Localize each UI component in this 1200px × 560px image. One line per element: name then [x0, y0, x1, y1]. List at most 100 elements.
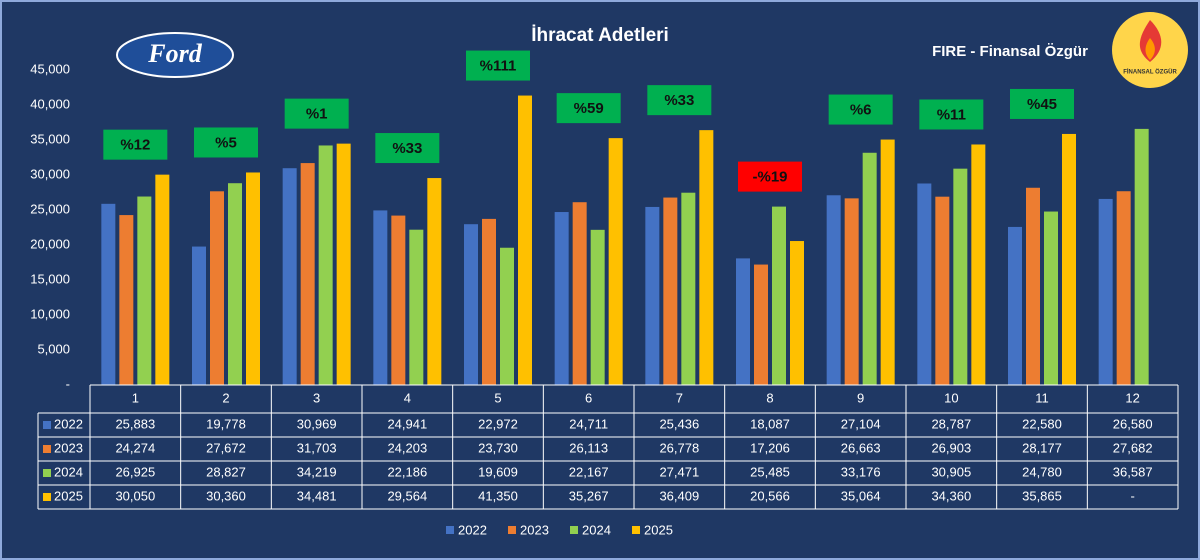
table-cell: 24,941: [387, 416, 427, 431]
table-cell: 27,104: [841, 416, 881, 431]
bar: [300, 163, 315, 385]
annotation-box: [647, 85, 712, 116]
bar: [155, 174, 170, 385]
table-cell: 30,905: [931, 464, 971, 479]
table-cell: 26,113: [569, 440, 608, 455]
table-cell: 35,865: [1022, 488, 1062, 503]
table-cell: 33,176: [841, 464, 881, 479]
bar: [282, 168, 297, 385]
y-tick-label: 5,000: [37, 341, 70, 356]
annotation: -%19: [752, 169, 787, 186]
table-cell: 19,609: [478, 464, 518, 479]
table-cell: 25,436: [659, 416, 699, 431]
table-cell: 34,360: [931, 488, 971, 503]
bar: [1026, 187, 1040, 385]
table-cell: 26,778: [659, 440, 699, 455]
bar: [826, 195, 841, 385]
legend-key: [632, 526, 640, 534]
table-cell: 28,827: [206, 464, 246, 479]
annotation-box: [375, 133, 440, 164]
bar: [427, 178, 442, 385]
bar: [772, 206, 786, 385]
table-cell: 26,580: [1113, 416, 1153, 431]
table-cell: 36,409: [659, 488, 699, 503]
table-row-label: 2024: [54, 464, 83, 479]
chart-subtitle: FIRE - Finansal Özgür: [932, 43, 1088, 60]
x-tick-label: 12: [1125, 390, 1139, 405]
bar: [736, 258, 750, 385]
table-row-label: 2025: [54, 488, 83, 503]
bar: [1098, 198, 1113, 385]
table-legend-key: [43, 421, 51, 429]
bar: [246, 172, 260, 385]
annotation-box: [1010, 88, 1074, 119]
y-tick-label: 40,000: [30, 96, 70, 111]
y-tick-label: 35,000: [30, 131, 70, 146]
table-cell: 24,780: [1022, 464, 1062, 479]
logo-text: Ford: [147, 39, 202, 68]
bar: [663, 197, 678, 385]
bar: [373, 210, 388, 385]
bar: [101, 203, 116, 385]
table-cell: 17,206: [750, 440, 790, 455]
bar: [409, 229, 424, 385]
table-cell: 26,903: [931, 440, 971, 455]
table-row-label: 2023: [54, 440, 83, 455]
annotation: %45: [1027, 96, 1057, 113]
annotation: %111: [480, 58, 517, 75]
bar: [645, 206, 660, 385]
table-cell: 24,711: [569, 416, 608, 431]
legend-key: [570, 526, 578, 534]
table-cell: 23,730: [478, 440, 518, 455]
bar: [935, 196, 950, 385]
x-tick-label: 2: [222, 390, 229, 405]
table-cell: -: [1130, 488, 1134, 503]
bar: [554, 212, 569, 385]
annotation-box: [103, 129, 168, 160]
x-tick-label: 4: [404, 390, 411, 405]
table-cell: 35,064: [841, 488, 881, 503]
legend-key: [446, 526, 454, 534]
bar: [391, 215, 406, 385]
table-cell: 19,778: [206, 416, 246, 431]
bar: [336, 143, 351, 385]
bar: [518, 95, 532, 386]
annotation: %6: [850, 102, 872, 119]
annotation-box: [556, 93, 621, 124]
bar: [192, 246, 206, 385]
annotation-box: [284, 98, 349, 129]
table-cell: 25,883: [115, 416, 155, 431]
table-cell: 26,663: [841, 440, 881, 455]
annotation: %33: [392, 140, 422, 157]
bar: [318, 145, 333, 385]
y-tick-label: 30,000: [30, 166, 70, 181]
legend-key: [508, 526, 516, 534]
y-tick-label: 20,000: [30, 236, 70, 251]
table-cell: 30,050: [115, 488, 155, 503]
table-cell: 20,566: [750, 488, 790, 503]
badge-text: FİNANSAL ÖZGÜR: [1123, 69, 1177, 76]
annotation: %11: [937, 106, 966, 123]
table-cell: 27,672: [206, 440, 246, 455]
table-legend-key: [43, 493, 51, 501]
table-row-label: 2022: [54, 416, 83, 431]
annotation: %59: [574, 100, 604, 117]
annotation-box: [738, 161, 802, 192]
table-cell: 29,564: [387, 488, 427, 503]
table-cell: 18,087: [750, 416, 790, 431]
x-tick-label: 7: [676, 390, 683, 405]
annotation: %1: [306, 106, 328, 123]
bar: [590, 229, 605, 385]
x-tick-label: 10: [944, 390, 958, 405]
y-tick-label: -: [66, 376, 70, 391]
legend-label: 2024: [582, 522, 611, 537]
table-cell: 30,969: [297, 416, 337, 431]
table-cell: 24,274: [115, 440, 155, 455]
annotation-box: [919, 99, 984, 130]
x-tick-label: 11: [1035, 390, 1049, 405]
table-cell: 31,703: [297, 440, 337, 455]
x-tick-label: 5: [494, 390, 501, 405]
table-cell: 34,219: [297, 464, 337, 479]
bar: [880, 139, 895, 385]
bar: [482, 218, 496, 385]
